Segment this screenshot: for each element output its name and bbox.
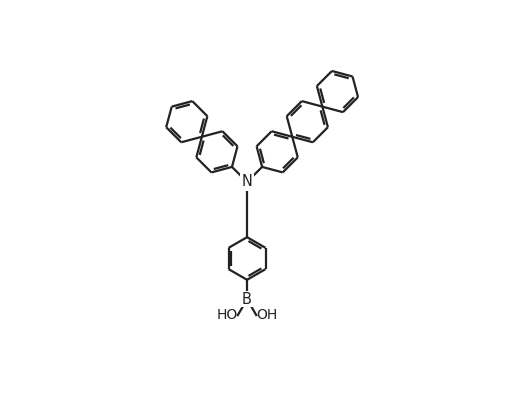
Text: N: N — [242, 174, 252, 189]
Text: OH: OH — [256, 308, 278, 322]
Text: HO: HO — [216, 308, 238, 322]
Text: B: B — [242, 292, 252, 307]
